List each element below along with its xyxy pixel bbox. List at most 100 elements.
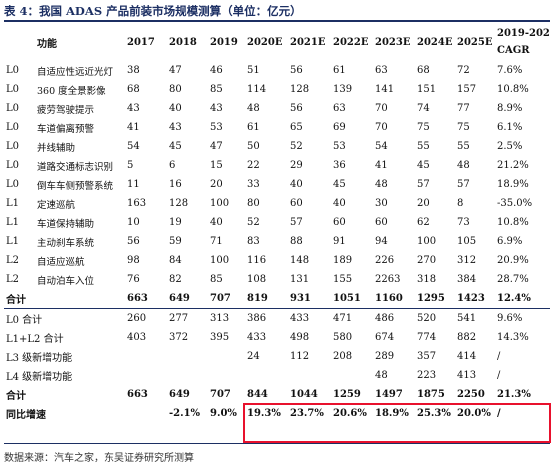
value-cell: 94 (375, 236, 388, 247)
value-cell: 1875 (417, 389, 445, 400)
cagr-cell: 10.8% (497, 84, 529, 95)
value-cell: 43 (169, 122, 182, 133)
value-cell: 88 (290, 236, 303, 247)
value-cell: 74 (417, 103, 430, 114)
value-cell: 1295 (415, 289, 455, 309)
value-cell: 18.9% (375, 408, 409, 419)
value-cell: 277 (169, 313, 189, 324)
value-cell: 8 (457, 198, 464, 209)
header-cell: 2018 (169, 36, 197, 48)
value-cell: 148 (290, 255, 310, 266)
value-cell: 60 (290, 198, 303, 209)
value-cell: 71 (210, 236, 223, 247)
header-cell: 2022E (333, 36, 369, 48)
value-cell: 155 (333, 274, 353, 285)
value-cell: 70 (375, 103, 388, 114)
value-cell (208, 366, 245, 385)
cagr-cell: 8.9% (497, 103, 523, 114)
value-cell: 108 (247, 274, 267, 285)
value-cell: 114 (247, 84, 267, 95)
value-cell: 72 (457, 65, 470, 76)
value-cell: 11 (127, 179, 140, 190)
value-cell: 57 (417, 179, 430, 190)
cagr-cell: 12.4% (495, 289, 550, 309)
value-cell: 372 (169, 332, 189, 343)
level-cell: L0 (6, 160, 20, 171)
value-cell: 91 (333, 236, 346, 247)
level-cell: L2 (6, 255, 20, 266)
value-cell: 98 (127, 255, 140, 266)
value-cell: 59 (169, 236, 182, 247)
cagr-cell: 14.3% (497, 332, 529, 343)
cagr-cell: / (497, 351, 501, 362)
value-cell: 48 (375, 179, 388, 190)
table-caption: 表 4：我国 ADAS 产品前装市场规模测算（单位：亿元） (4, 4, 302, 18)
value-cell: 649 (167, 289, 208, 309)
value-cell: 40 (210, 217, 223, 228)
value-cell (331, 366, 373, 385)
value-cell: 63 (333, 103, 346, 114)
value-cell: 57 (290, 217, 303, 228)
table-row: L1 主动刹车系统 56 59 71 83 88 91 94 100 105 6.9% (4, 232, 550, 251)
value-cell: 105 (457, 236, 477, 247)
value-cell: 413 (457, 370, 477, 381)
value-cell: 520 (417, 313, 437, 324)
value-cell: 1423 (455, 289, 495, 309)
value-cell: 40 (290, 179, 303, 190)
function-cell: 车道保持辅助 (37, 218, 95, 230)
value-cell: 57 (457, 179, 470, 190)
table-row: L0 倒车车侧预警系统 11 16 20 33 40 45 48 57 57 18.9% (4, 175, 550, 194)
value-cell: 580 (333, 332, 353, 343)
value-cell: 68 (417, 65, 430, 76)
cagr-cell: 20.9% (497, 255, 529, 266)
subtotal-row: L3 级新增功能 24 112 208 289 357 414 / (4, 347, 550, 366)
value-cell: 1044 (290, 389, 318, 400)
adas-market-table: 功能 2017 2018 2019 2020E 2021E 2022E 2023… (4, 23, 550, 423)
value-cell: 41 (375, 160, 388, 171)
value-cell: 46 (210, 65, 223, 76)
value-cell: 163 (127, 198, 147, 209)
function-cell: 主动刹车系统 (37, 237, 95, 249)
subtotal-row: L0 合计 260 277 313 386 433 471 486 520 541 9.6% (4, 309, 550, 329)
value-cell: 83 (247, 236, 260, 247)
function-cell: 定速巡航 (37, 199, 76, 211)
function-cell: 倒车车侧预警系统 (37, 180, 114, 192)
header-cell: 2019 (210, 36, 238, 48)
cagr-cell: -35.0% (497, 198, 533, 209)
value-cell: 663 (125, 289, 167, 309)
value-cell: 100 (210, 198, 230, 209)
value-cell: 24 (247, 351, 260, 362)
value-cell: 36 (333, 160, 346, 171)
value-cell: 131 (290, 274, 310, 285)
value-cell: 47 (169, 65, 182, 76)
value-cell: 52 (247, 217, 260, 228)
value-cell: 53 (333, 141, 346, 152)
value-cell: 100 (210, 255, 230, 266)
value-cell: 395 (210, 332, 230, 343)
value-cell: 157 (457, 84, 477, 95)
function-cell: 自适应性远近光灯 (37, 66, 114, 78)
value-cell: 141 (375, 84, 395, 95)
value-cell: 60 (333, 217, 346, 228)
value-cell: 223 (417, 370, 437, 381)
value-cell: 55 (417, 141, 430, 152)
value-cell: 20.6% (333, 408, 367, 419)
value-cell: 649 (169, 389, 190, 400)
value-cell: 48 (247, 103, 260, 114)
grand-total-row: 合计 663 649 707 844 1044 1259 1497 1875 2250 21.3% (4, 385, 550, 404)
value-cell: 45 (417, 160, 430, 171)
total-row: 合计 663 649 707 819 931 1051 1160 1295 1423 12.4% (4, 289, 550, 309)
subtotal-row: L4 级新增功能 48 223 413 / (4, 366, 550, 385)
value-cell: 403 (127, 332, 147, 343)
header-cell: 2017 (127, 36, 155, 48)
value-cell: 2263 (375, 274, 401, 285)
value-cell: 61 (333, 65, 346, 76)
value-cell: 55 (457, 141, 470, 152)
cagr-cell: / (497, 408, 501, 419)
level-cell: L1 (6, 217, 20, 228)
level-cell: L1 (6, 198, 20, 209)
value-cell: 100 (417, 236, 437, 247)
table-row: L0 360 度全景影像 68 80 85 114 128 139 141 151 157 10.8% (4, 80, 550, 99)
value-cell: 1259 (333, 389, 361, 400)
function-cell: 疲劳驾驶提示 (37, 104, 95, 116)
